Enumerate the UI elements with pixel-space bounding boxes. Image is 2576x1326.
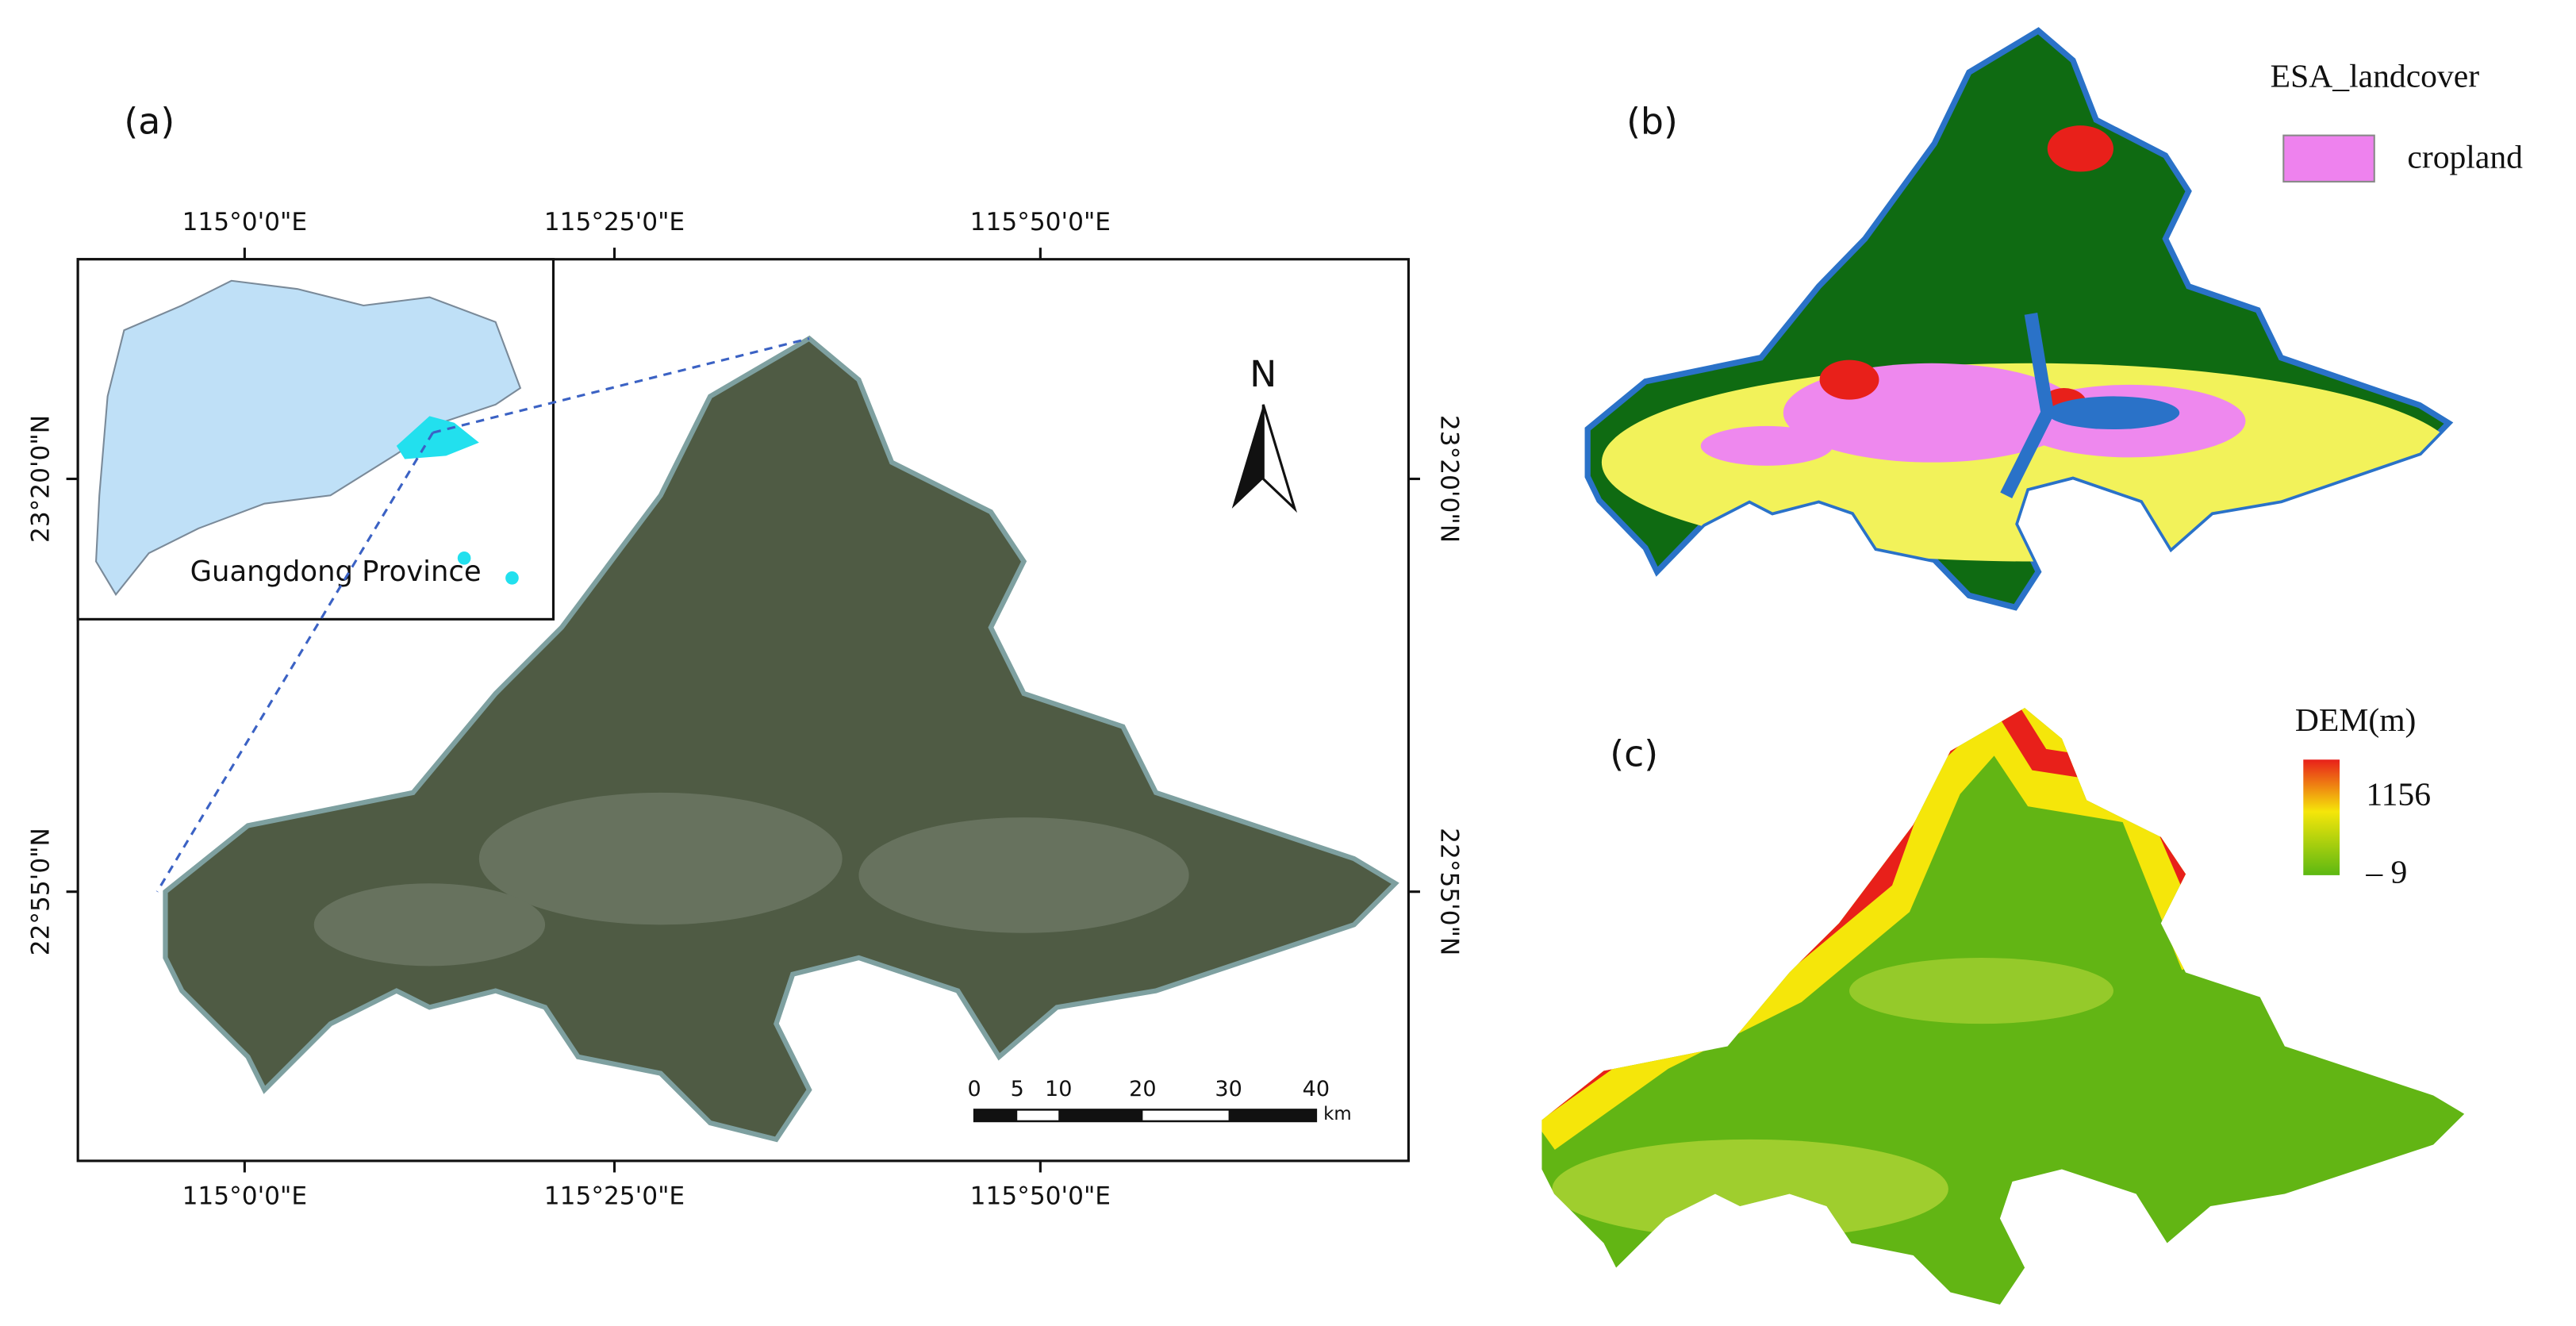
panel-label: (b) — [1626, 101, 1678, 143]
legend-item: cropland — [2407, 139, 2523, 175]
north-label: N — [1250, 353, 1276, 395]
texture — [313, 792, 1189, 967]
graticule-labels: 115°0'0"E 115°25'0"E 115°50'0"E 115°0'0"… — [26, 208, 1463, 1211]
legend-min: – 9 — [2365, 854, 2407, 890]
north-arrow — [1231, 404, 1264, 509]
scale-unit: km — [1323, 1104, 1352, 1124]
lon-label: 115°25'0"E — [544, 208, 685, 236]
inset-label: Guangdong Province — [190, 555, 482, 588]
lat-label: 23°20'0"N — [1434, 415, 1463, 543]
landcover-map — [1587, 31, 2448, 608]
lat-label: 22°55'0"N — [26, 828, 55, 955]
zoom-line — [155, 432, 434, 893]
lon-label: 115°50'0"E — [970, 208, 1111, 236]
scale-tick: 0 — [968, 1077, 981, 1101]
legend-swatch — [2282, 134, 2375, 183]
legend-max: 1156 — [2366, 777, 2431, 813]
panel-label: (c) — [1610, 733, 1658, 775]
island — [505, 571, 519, 585]
lon-label: 115°0'0"E — [182, 208, 308, 236]
north-arrow — [1261, 404, 1298, 513]
scale-tick: 20 — [1129, 1077, 1156, 1101]
lat-label: 23°20'0"N — [26, 415, 55, 543]
legend-title: ESA_landcover — [2271, 58, 2480, 94]
lon-label: 115°50'0"E — [970, 1182, 1111, 1211]
legend-ramp — [2303, 759, 2340, 875]
guangdong-outline — [95, 279, 522, 596]
panel-label: (a) — [124, 101, 175, 143]
scale-bar: 0 5 10 20 30 40 km — [968, 1077, 1352, 1124]
scale-tick: 10 — [1045, 1077, 1072, 1101]
legend-title: DEM(m) — [2295, 702, 2417, 739]
study-area-inset — [396, 416, 479, 459]
zoom-line — [432, 337, 810, 434]
lon-label: 115°0'0"E — [182, 1182, 308, 1211]
lon-label: 115°25'0"E — [544, 1182, 685, 1211]
scale-tick: 30 — [1215, 1077, 1242, 1101]
scale-tick: 5 — [1011, 1077, 1024, 1101]
scale-tick: 40 — [1303, 1077, 1330, 1101]
lat-label: 22°55'0"N — [1434, 828, 1463, 955]
graticule-ticks — [66, 248, 1420, 1173]
island — [457, 552, 471, 565]
